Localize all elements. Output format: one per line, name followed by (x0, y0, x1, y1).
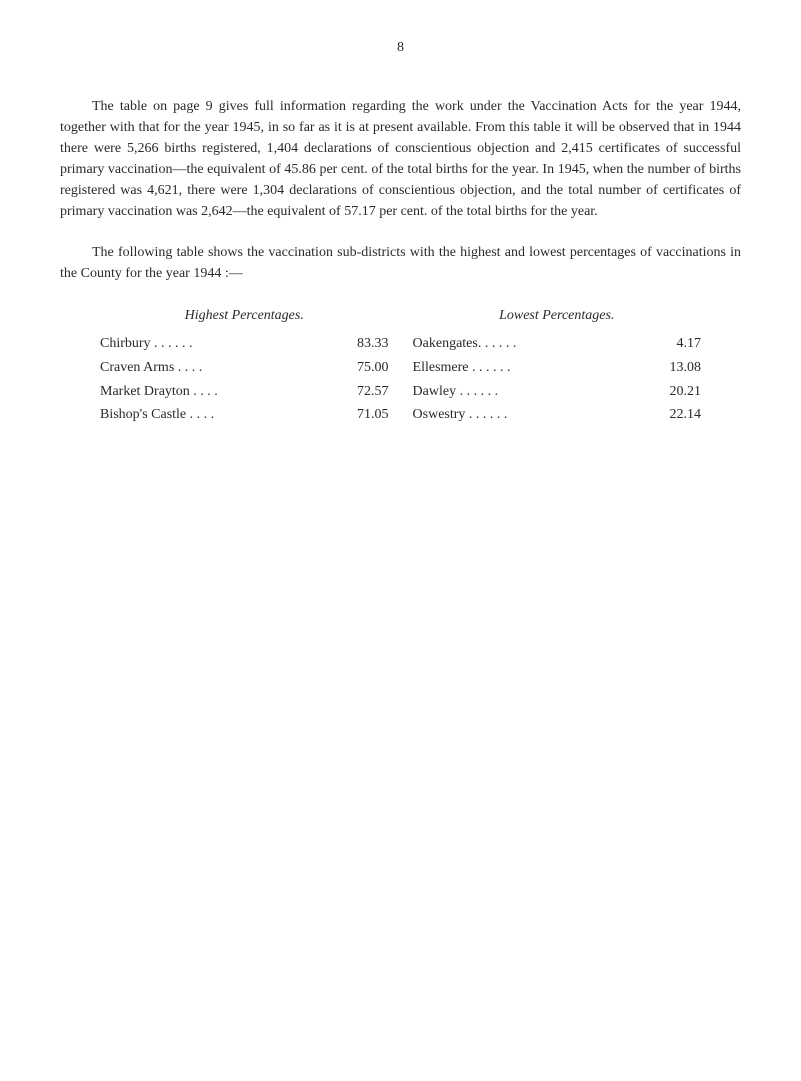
table-row: Ellesmere . . . . . . 13.08 (413, 356, 701, 380)
table-value: 71.05 (328, 403, 388, 427)
table-row: Market Drayton . . . . 72.57 (100, 380, 388, 404)
table-value: 4.17 (641, 332, 701, 356)
paragraph-1: The table on page 9 gives full informati… (60, 96, 741, 222)
highest-table: Highest Percentages. Chirbury . . . . . … (100, 308, 388, 427)
table-value: 22.14 (641, 403, 701, 427)
paragraph-2: The following table shows the vaccinatio… (60, 242, 741, 284)
table-value: 20.21 (641, 380, 701, 404)
table-row: Dawley . . . . . . 20.21 (413, 380, 701, 404)
table-row: Chirbury . . . . . . 83.33 (100, 332, 388, 356)
table-label: Oakengates. . . . . . (413, 332, 641, 356)
table-label: Dawley . . . . . . (413, 380, 641, 404)
table-row: Bishop's Castle . . . . 71.05 (100, 403, 388, 427)
table-row: Craven Arms . . . . 75.00 (100, 356, 388, 380)
table-label: Market Drayton . . . . (100, 380, 328, 404)
table-value: 83.33 (328, 332, 388, 356)
table-row: Oakengates. . . . . . 4.17 (413, 332, 701, 356)
table-label: Oswestry . . . . . . (413, 403, 641, 427)
table-value: 13.08 (641, 356, 701, 380)
page-number: 8 (60, 40, 741, 56)
table-label: Bishop's Castle . . . . (100, 403, 328, 427)
lowest-table: Lowest Percentages. Oakengates. . . . . … (413, 308, 701, 427)
tables-container: Highest Percentages. Chirbury . . . . . … (60, 308, 741, 427)
table-value: 75.00 (328, 356, 388, 380)
table-label: Craven Arms . . . . (100, 356, 328, 380)
table-value: 72.57 (328, 380, 388, 404)
table-label: Chirbury . . . . . . (100, 332, 328, 356)
lowest-title: Lowest Percentages. (413, 308, 701, 324)
table-label: Ellesmere . . . . . . (413, 356, 641, 380)
highest-title: Highest Percentages. (100, 308, 388, 324)
table-row: Oswestry . . . . . . 22.14 (413, 403, 701, 427)
